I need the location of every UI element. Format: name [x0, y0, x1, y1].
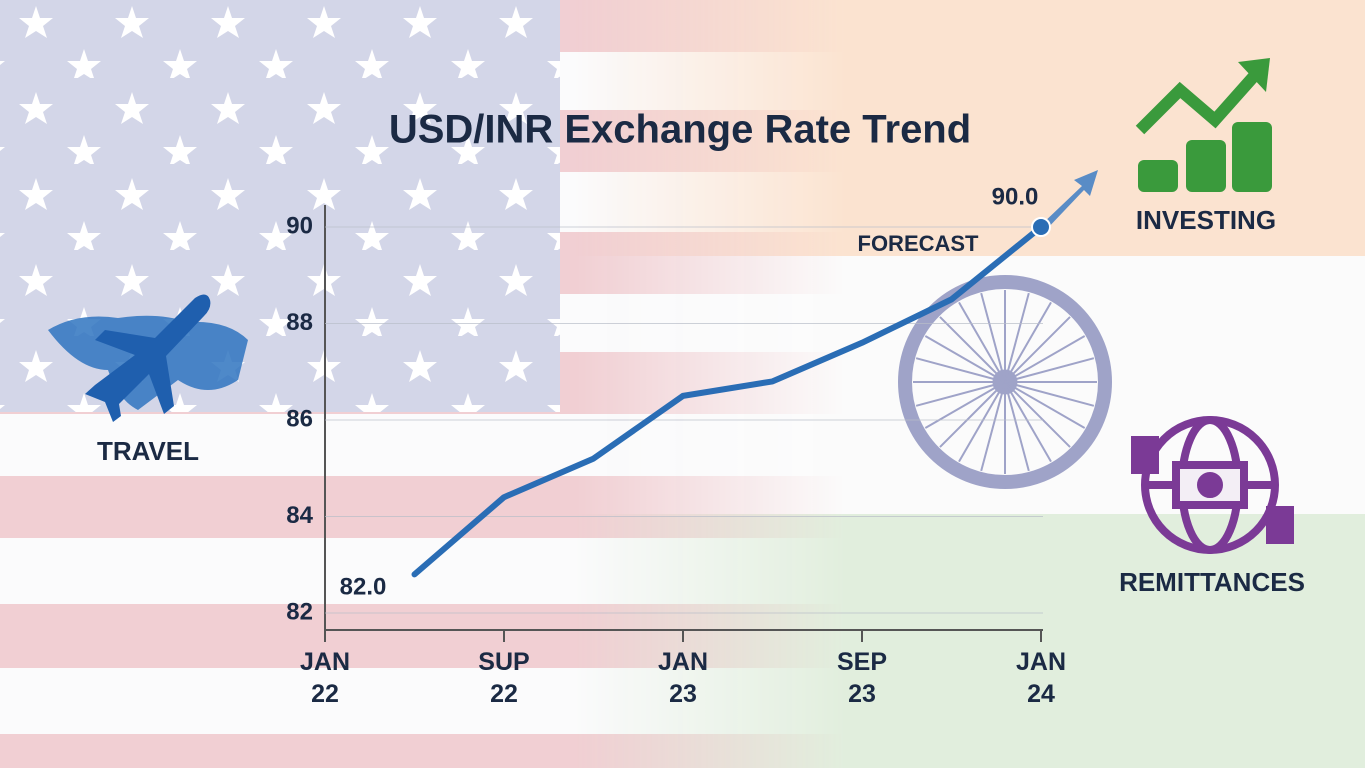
investing-label: INVESTING — [1136, 205, 1276, 235]
annotation: FORECAST — [858, 231, 980, 256]
chakra-spoke — [1004, 381, 1030, 472]
y-tick-label: 86 — [286, 405, 313, 432]
y-tick-label: 82 — [286, 598, 313, 625]
remittances-label: REMITTANCES — [1119, 567, 1305, 597]
remittances-icon — [1131, 416, 1294, 554]
chakra-spoke — [1004, 381, 1095, 407]
y-tick-label: 84 — [286, 502, 313, 529]
chakra-spoke — [1004, 381, 1086, 429]
chakra-spoke — [980, 292, 1006, 383]
chakra-spoke — [958, 381, 1006, 463]
x-tick-label: SUP 22 — [478, 648, 530, 708]
x-tick-label: JAN 22 — [299, 648, 350, 708]
x-tick-label: JAN 23 — [657, 648, 708, 708]
chakra-spoke — [1004, 316, 1071, 383]
chakra-spoke — [1004, 301, 1052, 383]
chakra-spoke — [1004, 292, 1030, 383]
y-tick-label: 90 — [286, 212, 313, 239]
y-tick-label: 88 — [286, 309, 313, 336]
annotation: 82.0 — [340, 573, 387, 600]
travel-icon — [48, 294, 248, 422]
x-tick-label: JAN 24 — [1015, 648, 1066, 708]
chakra-spoke — [915, 357, 1006, 383]
x-tick-label: SEP 23 — [836, 648, 888, 708]
end-point — [1031, 217, 1051, 237]
chakra-spoke — [1004, 335, 1086, 383]
chakra-spoke — [1004, 381, 1071, 448]
annotation: 90.0 — [992, 183, 1039, 210]
travel-label: TRAVEL — [97, 436, 199, 466]
chakra-spoke — [980, 381, 1006, 472]
trend-arrow — [1040, 170, 1098, 232]
chakra-spoke — [924, 335, 1006, 383]
rate-line — [411, 224, 1044, 578]
chakra-spoke — [939, 316, 1006, 383]
chakra-spoke — [1004, 357, 1095, 383]
chakra-spoke — [958, 301, 1006, 383]
investing-icon — [1135, 58, 1272, 192]
chakra-spoke — [915, 381, 1006, 407]
chart-title: USD/INR Exchange Rate Trend — [389, 108, 971, 152]
chakra-spoke — [1004, 381, 1052, 463]
chakra-spoke — [939, 381, 1006, 448]
